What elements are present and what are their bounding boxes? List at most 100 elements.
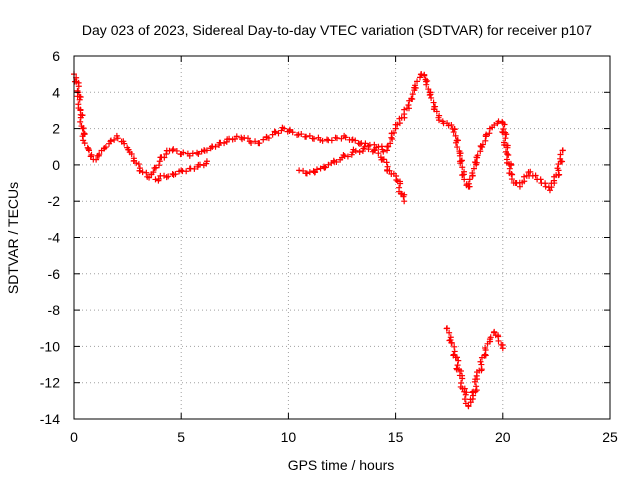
x-tick-label: 5: [177, 429, 185, 445]
data-point: [456, 152, 463, 159]
data-point-interp: [319, 137, 326, 144]
tick-labels: 0 5 10 15 20 25 -14 -12 -10 -8 -6 -4 -2 0 2 4 6: [40, 48, 618, 445]
y-tick-label: -6: [48, 266, 61, 282]
data-point-interp: [153, 164, 160, 171]
data-point-interp: [87, 153, 94, 160]
data-point-interp: [461, 396, 468, 403]
data-point-interp: [401, 106, 408, 113]
data-point-interp: [427, 91, 434, 98]
data-point-interp: [275, 130, 282, 137]
y-axis-label: SDTVAR / TECUs: [5, 182, 21, 294]
data-point-interp: [233, 133, 240, 140]
data-point-interp: [165, 173, 172, 180]
data-point-interp: [143, 169, 150, 176]
axis-ticks: [73, 55, 611, 420]
data-point-interp: [430, 99, 437, 106]
data-point: [491, 328, 498, 335]
data-point-interp: [393, 177, 400, 184]
data-point-interp: [333, 159, 340, 166]
data-point: [546, 187, 553, 194]
data-point-interp: [260, 136, 267, 143]
data-point-interp: [128, 151, 135, 158]
data-point-interp: [508, 176, 515, 183]
data-point-interp: [183, 168, 190, 175]
data-points: [71, 71, 566, 410]
data-point-interp: [466, 176, 473, 183]
data-point-interp: [454, 354, 461, 361]
data-point-interp: [389, 135, 396, 142]
data-point-interp: [226, 135, 233, 142]
y-tick-label: -8: [48, 302, 61, 318]
data-point: [150, 169, 157, 176]
data-point-interp: [451, 348, 458, 355]
data-point-interp: [483, 131, 490, 138]
data-point: [212, 143, 219, 150]
data-point-interp: [400, 193, 407, 200]
data-point-interp: [77, 94, 84, 101]
data-point: [146, 174, 153, 181]
data-point: [272, 129, 279, 136]
data-point-interp: [338, 135, 345, 142]
data-point: [405, 102, 412, 109]
data-point: [559, 147, 566, 154]
data-point-interp: [527, 168, 534, 175]
data-point-interp: [443, 325, 450, 332]
data-point-interp: [397, 180, 404, 187]
data-point: [504, 151, 511, 158]
data-point-interp: [501, 121, 508, 128]
data-point: [203, 158, 210, 165]
data-point-interp: [477, 358, 484, 365]
data-point-interp: [303, 170, 310, 177]
data-point: [409, 91, 416, 98]
data-point-interp: [425, 86, 432, 93]
y-tick-label: 6: [52, 48, 60, 64]
data-point-interp: [477, 148, 484, 155]
data-point: [281, 125, 288, 132]
x-tick-label: 0: [70, 429, 78, 445]
data-point: [289, 129, 296, 136]
data-point-interp: [191, 165, 198, 172]
data-point: [478, 361, 485, 368]
data-point-interp: [423, 81, 430, 88]
data-point-interp: [457, 160, 464, 167]
data-point: [221, 140, 228, 147]
data-point-interp: [77, 114, 84, 121]
data-point-interp: [93, 156, 100, 163]
data-point: [323, 136, 330, 143]
x-tick-label: 10: [281, 429, 297, 445]
data-point-interp: [121, 140, 128, 147]
data-point-interp: [356, 149, 363, 156]
chart-title: Day 023 of 2023, Sidereal Day-to-day VTE…: [82, 22, 592, 38]
data-point: [156, 158, 163, 165]
data-point-interp: [311, 135, 318, 142]
data-point-interp: [557, 151, 564, 158]
data-point-interp: [256, 140, 263, 147]
y-tick-label: -2: [48, 193, 61, 209]
data-point-interp: [424, 77, 431, 84]
data-point-interp: [111, 136, 118, 143]
data-point: [542, 183, 549, 190]
data-point-interp: [365, 146, 372, 153]
data-point: [79, 125, 86, 132]
data-point-interp: [454, 144, 461, 151]
data-point-interp: [455, 357, 462, 364]
data-point-interp: [412, 82, 419, 89]
data-point-interp: [75, 83, 82, 90]
data-point-interp: [344, 153, 351, 160]
y-tick-label: -4: [48, 230, 61, 246]
data-point-interp: [473, 387, 480, 394]
data-point: [163, 151, 170, 158]
data-point-interp: [107, 137, 114, 144]
data-point-interp: [189, 150, 196, 157]
grid-lines: [74, 56, 610, 419]
data-point-interp: [96, 151, 103, 158]
data-point-interp: [194, 149, 201, 156]
data-point-interp: [356, 140, 363, 147]
data-point-interp: [352, 147, 359, 154]
data-point-interp: [375, 150, 382, 157]
data-point-interp: [196, 161, 203, 168]
data-point-interp: [252, 138, 259, 145]
data-point-interp: [387, 140, 394, 147]
data-point-interp: [371, 147, 378, 154]
